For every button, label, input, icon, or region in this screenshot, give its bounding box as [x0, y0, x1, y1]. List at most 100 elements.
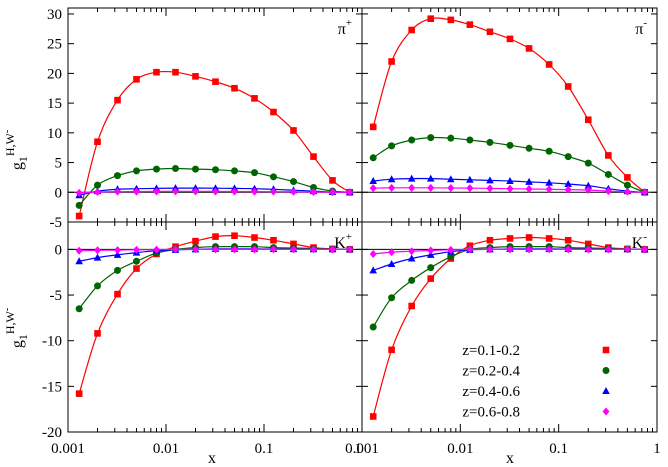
data-point-bottom-right — [408, 247, 416, 256]
data-point-top-left — [172, 68, 179, 76]
y-axis-title-top: g1H,W- — [2, 130, 30, 170]
data-point-top-right — [387, 175, 396, 183]
y-tick-label: 25 — [47, 37, 62, 53]
data-point-top-left — [290, 127, 297, 134]
data-point-top-left — [290, 178, 298, 186]
data-point-top-left — [94, 138, 101, 146]
data-point-top-right — [486, 184, 494, 193]
data-point-bottom-right — [369, 249, 377, 258]
data-point-bottom-left — [113, 250, 122, 258]
panel-label-main: π — [635, 21, 643, 38]
data-point-bottom-left — [192, 237, 199, 245]
legend-label: z=0.1-0.2 — [462, 343, 520, 359]
panel-label-main: π — [338, 21, 346, 38]
data-point-bottom-right — [584, 245, 592, 254]
data-point-bottom-right — [427, 246, 435, 255]
data-point-bottom-right — [369, 266, 378, 274]
y-tick-label: 30 — [47, 7, 62, 23]
data-point-top-right — [369, 123, 377, 131]
data-point-top-left — [75, 212, 83, 220]
data-point-top-right — [584, 116, 592, 124]
data-point-top-right — [545, 178, 553, 186]
data-point-bottom-left — [114, 290, 121, 298]
legend-marker-circle — [602, 367, 610, 374]
data-point-top-left — [346, 188, 354, 197]
data-point-top-right — [447, 183, 455, 192]
data-point-top-right — [525, 177, 533, 185]
data-point-top-right — [447, 134, 455, 142]
x-tick-label: 0.01 — [153, 441, 179, 457]
data-point-top-right — [486, 28, 494, 36]
data-point-top-right — [545, 147, 553, 155]
data-point-top-right — [525, 144, 533, 152]
data-point-top-right — [408, 136, 416, 144]
data-point-top-right — [624, 174, 631, 181]
data-point-bottom-left — [269, 245, 277, 254]
data-point-top-left — [212, 166, 220, 174]
data-point-bottom-left — [270, 236, 277, 244]
data-point-top-left — [132, 187, 140, 196]
x-axis-title-right: x — [506, 450, 514, 467]
x-tick-label: 0.1 — [255, 441, 274, 457]
y-tick-label: 10 — [47, 126, 62, 142]
data-point-top-right — [466, 175, 474, 183]
data-point-bottom-left — [231, 232, 238, 239]
data-point-bottom-right — [388, 346, 395, 354]
data-point-bottom-left — [132, 257, 140, 265]
y-tick-label: -20 — [42, 425, 62, 441]
x-axis-title-left: x — [208, 450, 216, 467]
data-point-top-right — [604, 187, 612, 196]
data-point-bottom-right — [388, 294, 396, 302]
data-point-bottom-right — [408, 276, 416, 284]
y-tick-label: 20 — [47, 66, 62, 82]
data-point-top-right — [584, 186, 592, 195]
data-point-top-left — [153, 165, 161, 173]
panel-label-bottom-right: K- — [632, 231, 648, 252]
data-point-top-right — [623, 187, 631, 196]
data-point-top-left — [114, 187, 122, 196]
legend-label: z=0.2-0.4 — [462, 364, 520, 380]
legend-label: z=0.4-0.6 — [462, 384, 520, 400]
data-point-top-right — [369, 154, 377, 162]
y-tick-label: -15 — [42, 379, 62, 395]
data-point-bottom-right — [545, 245, 553, 254]
legend-label: z=0.6-0.8 — [462, 405, 520, 421]
data-point-top-left — [114, 96, 121, 104]
data-point-top-right — [447, 16, 455, 24]
series-line-bottom-right — [372, 246, 645, 328]
data-point-top-left — [230, 167, 238, 175]
data-point-bottom-right — [408, 302, 415, 310]
panel-label-bottom-left: K+ — [334, 231, 352, 252]
data-point-bottom-right — [486, 245, 494, 254]
data-point-top-right — [506, 141, 514, 149]
data-point-top-left — [171, 187, 179, 196]
data-point-bottom-left — [133, 265, 140, 272]
y-title-sup2-bottom: - — [2, 308, 13, 311]
y-title-sup-top: H,W — [3, 133, 17, 157]
data-point-top-left — [310, 153, 317, 160]
y-title-main-top: g — [9, 162, 26, 170]
data-point-top-left — [269, 173, 277, 181]
x-tick-label: 0.001 — [51, 441, 85, 457]
svg-text:g1H,W-: g1H,W- — [2, 130, 30, 170]
y-title-sup-bottom: H,W — [3, 311, 17, 335]
x-tick-label: 1 — [653, 441, 661, 457]
data-point-top-right — [388, 183, 396, 192]
data-point-top-right — [641, 188, 649, 197]
data-point-bottom-left — [75, 305, 83, 313]
data-point-top-right — [486, 176, 494, 184]
panel-label-main: K — [334, 235, 346, 252]
data-point-top-left — [114, 172, 122, 180]
data-point-top-right — [584, 159, 592, 167]
data-point-top-left — [269, 187, 277, 196]
data-point-bottom-right — [525, 234, 533, 241]
data-point-top-left — [192, 187, 200, 196]
data-point-top-right — [564, 83, 572, 90]
data-point-top-right — [545, 185, 553, 194]
data-point-top-right — [525, 185, 533, 194]
data-point-top-right — [369, 184, 377, 193]
data-point-bottom-left — [212, 245, 220, 254]
panel-label-top-left: π+ — [338, 17, 352, 38]
